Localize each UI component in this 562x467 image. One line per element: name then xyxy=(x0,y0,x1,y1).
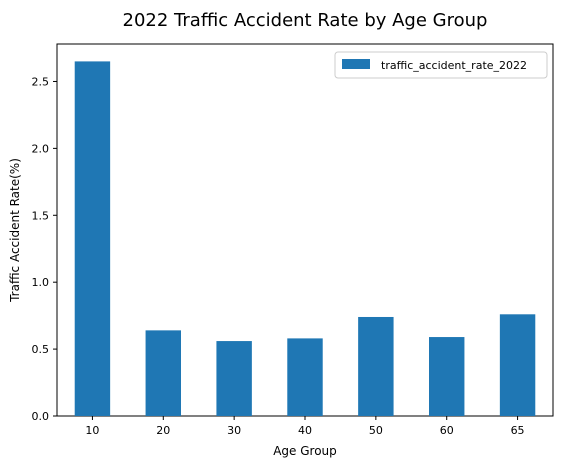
legend-label: traffic_accident_rate_2022 xyxy=(381,59,527,72)
x-tick-label-60: 60 xyxy=(440,424,454,437)
bars-group xyxy=(74,61,536,416)
x-tick-label-50: 50 xyxy=(369,424,383,437)
y-tick-label-1.5: 1.5 xyxy=(32,209,50,222)
x-tick-label-40: 40 xyxy=(298,424,312,437)
x-tick-label-30: 30 xyxy=(227,424,241,437)
y-tick-label-2.5: 2.5 xyxy=(32,75,50,88)
bar-10 xyxy=(74,61,111,416)
bar-40 xyxy=(287,338,323,416)
bar-60 xyxy=(429,337,465,416)
y-axis-label: Traffic Accident Rate(%) xyxy=(8,158,22,303)
x-tick-label-65: 65 xyxy=(511,424,525,437)
x-axis-ticks: 10 20 30 40 50 60 65 xyxy=(85,416,525,437)
bar-50 xyxy=(358,316,394,416)
y-tick-label-0.0: 0.0 xyxy=(32,410,50,423)
legend: traffic_accident_rate_2022 xyxy=(334,51,548,79)
bar-30 xyxy=(216,341,252,416)
y-tick-label-2.0: 2.0 xyxy=(32,142,50,155)
bar-65 xyxy=(499,314,536,416)
y-tick-label-1.0: 1.0 xyxy=(32,276,50,289)
x-axis-label: Age Group xyxy=(273,444,337,458)
x-tick-label-10: 10 xyxy=(85,424,99,437)
bar-20 xyxy=(145,330,181,416)
legend-swatch xyxy=(342,59,370,69)
y-tick-label-0.5: 0.5 xyxy=(32,343,50,356)
plot-area: 10 20 30 40 50 60 65 0.0 0.5 1.0 1.5 2.0 2.5 xyxy=(32,43,554,437)
legend-frame xyxy=(334,51,548,79)
x-tick-label-20: 20 xyxy=(156,424,170,437)
y-axis-ticks: 0.0 0.5 1.0 1.5 2.0 2.5 xyxy=(32,75,57,423)
chart-title: 2022 Traffic Accident Rate by Age Group xyxy=(123,10,488,31)
